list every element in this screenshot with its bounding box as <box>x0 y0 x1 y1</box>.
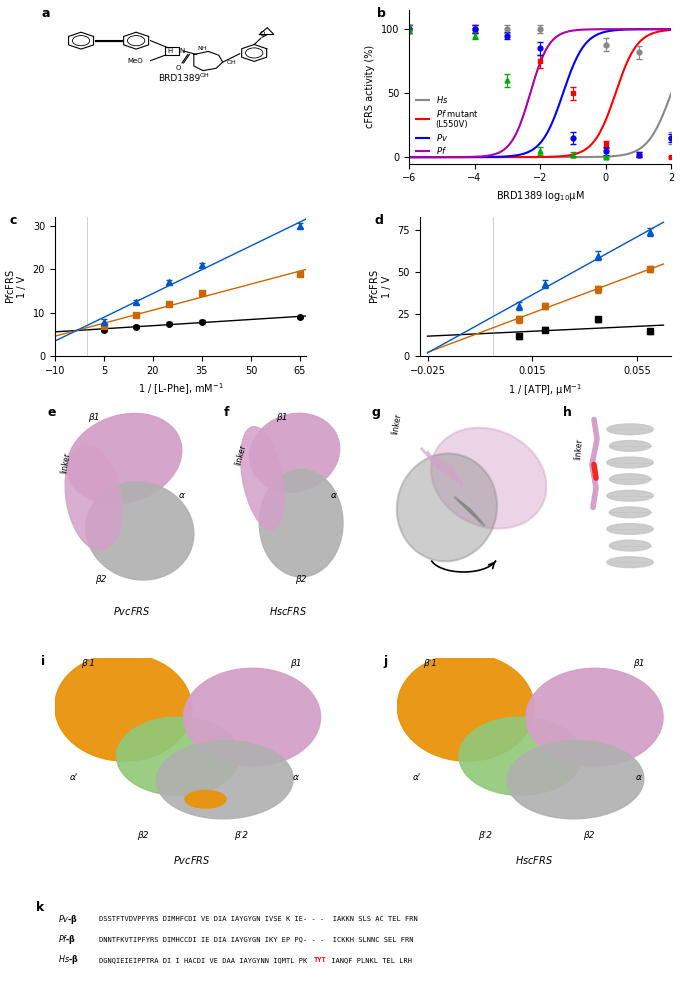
Text: c: c <box>10 214 17 227</box>
Ellipse shape <box>55 654 192 761</box>
Text: β'1: β'1 <box>423 659 437 668</box>
Text: N: N <box>179 48 185 54</box>
Text: β2: β2 <box>137 831 148 840</box>
Ellipse shape <box>249 414 340 492</box>
Ellipse shape <box>185 790 226 808</box>
Ellipse shape <box>397 654 534 761</box>
Ellipse shape <box>610 507 651 518</box>
Text: NH: NH <box>197 46 207 51</box>
Text: g: g <box>371 406 380 418</box>
Text: $H$scFRS: $H$scFRS <box>515 854 553 866</box>
Text: α: α <box>636 772 641 781</box>
Text: β1: β1 <box>276 413 288 421</box>
Text: β1: β1 <box>290 659 301 668</box>
Ellipse shape <box>607 524 653 535</box>
Text: h: h <box>563 406 572 418</box>
X-axis label: 1 / [L-Phe], mM$^{-1}$: 1 / [L-Phe], mM$^{-1}$ <box>138 382 223 398</box>
Text: α: α <box>293 772 299 781</box>
Ellipse shape <box>240 426 284 530</box>
Text: β1: β1 <box>633 659 644 668</box>
Text: TYT: TYT <box>314 957 327 963</box>
Ellipse shape <box>459 717 582 795</box>
Text: i: i <box>41 655 45 668</box>
Ellipse shape <box>610 474 651 484</box>
Text: DSSTFTVDVPFYRS DIMHFCDI VE DIA IAYGYGN IVSE K IE- - -  IAKKN SLS AC TEL FRN: DSSTFTVDVPFYRS DIMHFCDI VE DIA IAYGYGN I… <box>99 916 418 922</box>
Ellipse shape <box>86 482 194 580</box>
Text: j: j <box>384 655 388 668</box>
Ellipse shape <box>507 741 644 819</box>
Text: α: α <box>330 491 336 500</box>
Ellipse shape <box>526 668 663 766</box>
Text: linker: linker <box>390 413 403 435</box>
Text: $P$vcFRS: $P$vcFRS <box>173 854 210 866</box>
Text: β'2: β'2 <box>234 831 248 840</box>
Text: $Pv$-β: $Pv$-β <box>58 912 78 925</box>
Text: linker: linker <box>60 451 72 474</box>
Ellipse shape <box>184 668 321 766</box>
Legend: $Hs$, $Pf$ mutant
(L550V), $Pv$, $Pf$: $Hs$, $Pf$ mutant (L550V), $Pv$, $Pf$ <box>413 90 482 159</box>
Y-axis label: P$f$cFRS
1 / V: P$f$cFRS 1 / V <box>369 269 392 304</box>
Text: $Pf$-β: $Pf$-β <box>58 933 76 946</box>
Text: O: O <box>176 65 182 71</box>
Text: a: a <box>42 7 50 20</box>
Y-axis label: P$f$cFRS
1 / V: P$f$cFRS 1 / V <box>3 269 27 304</box>
Ellipse shape <box>607 457 653 468</box>
Text: MeO: MeO <box>127 59 142 65</box>
Text: α': α' <box>412 772 421 781</box>
X-axis label: 1 / [ATP], μM$^{-1}$: 1 / [ATP], μM$^{-1}$ <box>508 382 582 398</box>
Text: BRD1389: BRD1389 <box>158 74 201 83</box>
Text: O: O <box>260 31 264 38</box>
Text: DNNTFKVTIPFYRS DIMHCCDI IE DIA IAYGYGN IKY EP PQ- - -  ICKKH SLNNC SEL FRN: DNNTFKVTIPFYRS DIMHCCDI IE DIA IAYGYGN I… <box>99 936 414 942</box>
Text: d: d <box>375 214 383 227</box>
Ellipse shape <box>607 557 653 568</box>
Text: α': α' <box>70 772 78 781</box>
Text: β'2: β'2 <box>478 831 492 840</box>
Text: β2: β2 <box>584 831 595 840</box>
Text: DGNQIEIEIPPTRA DI I HACDI VE DAA IAYGYNN IQMTL PK: DGNQIEIEIPPTRA DI I HACDI VE DAA IAYGYNN… <box>99 957 308 963</box>
Ellipse shape <box>116 717 240 795</box>
Ellipse shape <box>67 414 182 504</box>
Text: IANQF PLNKL TEL LRH: IANQF PLNKL TEL LRH <box>327 957 412 963</box>
Text: b: b <box>377 7 386 20</box>
Text: linker: linker <box>573 438 584 460</box>
Text: $Hs$-β: $Hs$-β <box>58 953 79 966</box>
Text: H: H <box>167 48 173 54</box>
Ellipse shape <box>156 741 293 819</box>
Text: linker: linker <box>234 443 248 466</box>
Text: β'1: β'1 <box>81 659 95 668</box>
Y-axis label: cFRS activity (%): cFRS activity (%) <box>365 45 375 128</box>
Text: β1: β1 <box>88 413 99 421</box>
Text: k: k <box>36 902 45 914</box>
Text: OH: OH <box>199 74 209 79</box>
Ellipse shape <box>259 469 343 577</box>
Ellipse shape <box>610 440 651 451</box>
X-axis label: BRD1389 log$_{10}$μM: BRD1389 log$_{10}$μM <box>496 189 584 203</box>
Text: $H$scFRS: $H$scFRS <box>269 605 308 617</box>
Text: f: f <box>224 406 229 418</box>
Text: e: e <box>47 406 55 418</box>
Ellipse shape <box>610 540 651 551</box>
Text: β2: β2 <box>295 575 307 583</box>
Text: $P$vcFRS: $P$vcFRS <box>114 605 151 617</box>
Text: OH: OH <box>227 60 236 65</box>
Ellipse shape <box>397 453 497 562</box>
Text: β2: β2 <box>95 575 107 583</box>
Text: α: α <box>179 491 184 500</box>
Ellipse shape <box>431 427 547 529</box>
Ellipse shape <box>65 445 122 551</box>
Ellipse shape <box>607 423 653 434</box>
Ellipse shape <box>607 490 653 501</box>
